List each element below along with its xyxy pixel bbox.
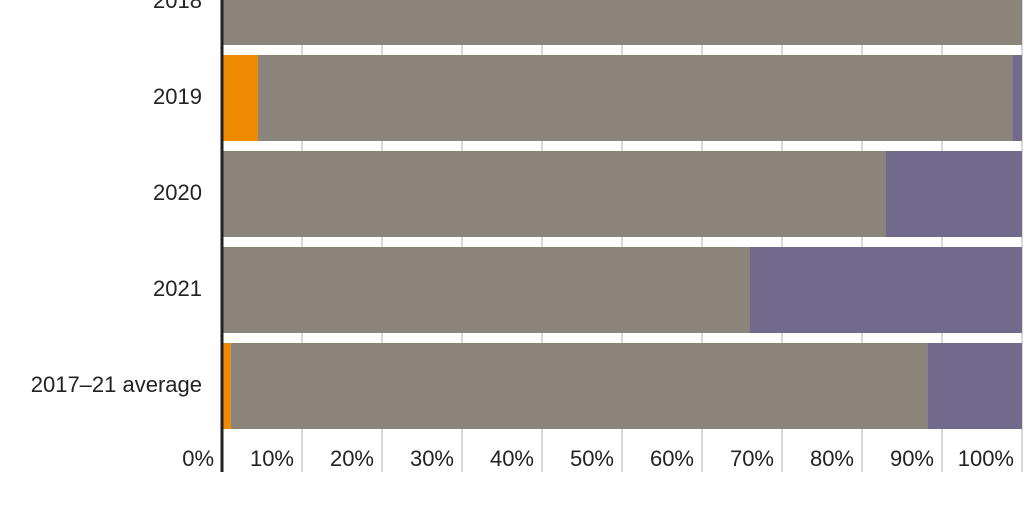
x-tick-label: 70% — [730, 446, 774, 471]
y-tick-label: 2019 — [153, 84, 202, 109]
bar-segment — [222, 55, 258, 141]
x-tick-label: 10% — [250, 446, 294, 471]
bar-segment — [886, 151, 1022, 237]
x-tick-label: 100% — [958, 446, 1014, 471]
x-tick-label: 0% — [182, 446, 214, 471]
y-tick-label: 2018 — [153, 0, 202, 13]
bar-segment — [222, 247, 750, 333]
bar-segment — [222, 343, 231, 429]
x-tick-label: 50% — [570, 446, 614, 471]
y-tick-label: 2020 — [153, 180, 202, 205]
bar-segment — [1012, 55, 1022, 141]
bar-segment — [230, 343, 928, 429]
y-tick-label: 2021 — [153, 276, 202, 301]
bar-segment — [222, 0, 1022, 45]
x-tick-label: 40% — [490, 446, 534, 471]
x-tick-label: 30% — [410, 446, 454, 471]
y-tick-label: 2017–21 average — [31, 372, 202, 397]
bar-segment — [750, 247, 1022, 333]
x-tick-label: 90% — [890, 446, 934, 471]
x-tick-label: 60% — [650, 446, 694, 471]
x-tick-label: 20% — [330, 446, 374, 471]
x-tick-label: 80% — [810, 446, 854, 471]
bar-segment — [258, 55, 1013, 141]
bar-segment — [222, 151, 886, 237]
bar-segment — [927, 343, 1022, 429]
